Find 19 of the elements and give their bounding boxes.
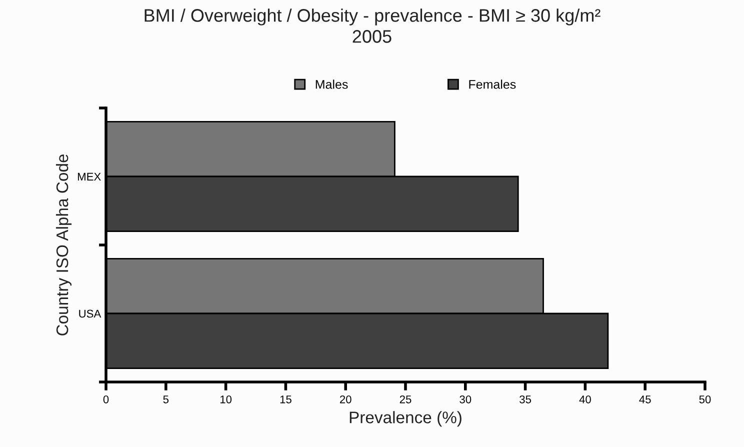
x-tick-label: 25 — [400, 395, 412, 404]
x-tick-label: 5 — [163, 396, 169, 404]
chart-subtitle: 2005 — [352, 30, 392, 43]
x-tick-label: 45 — [639, 396, 651, 404]
legend-label: Males — [316, 80, 348, 89]
x-tick-label: 10 — [220, 395, 232, 404]
chart-title: BMI / Overweight / Obesity - prevalence - BMI ≥ 30 kg/m² — [144, 8, 600, 26]
x-tick-label: 15 — [280, 396, 292, 404]
legend-label: Females — [469, 80, 516, 89]
x-axis-title: Prevalence (%) — [350, 411, 462, 427]
x-tick-label: 20 — [340, 395, 352, 404]
x-tick-label: 30 — [460, 395, 472, 404]
y-axis-title: Country ISO Alpha Code — [56, 154, 72, 336]
y-tick-label: MEX — [78, 172, 101, 181]
y-tick-label: USA — [79, 310, 102, 318]
x-tick-label: 40 — [579, 395, 591, 404]
x-tick-label: 0 — [103, 395, 109, 404]
x-tick-label: 35 — [520, 395, 532, 404]
x-tick-label: 50 — [699, 395, 711, 404]
